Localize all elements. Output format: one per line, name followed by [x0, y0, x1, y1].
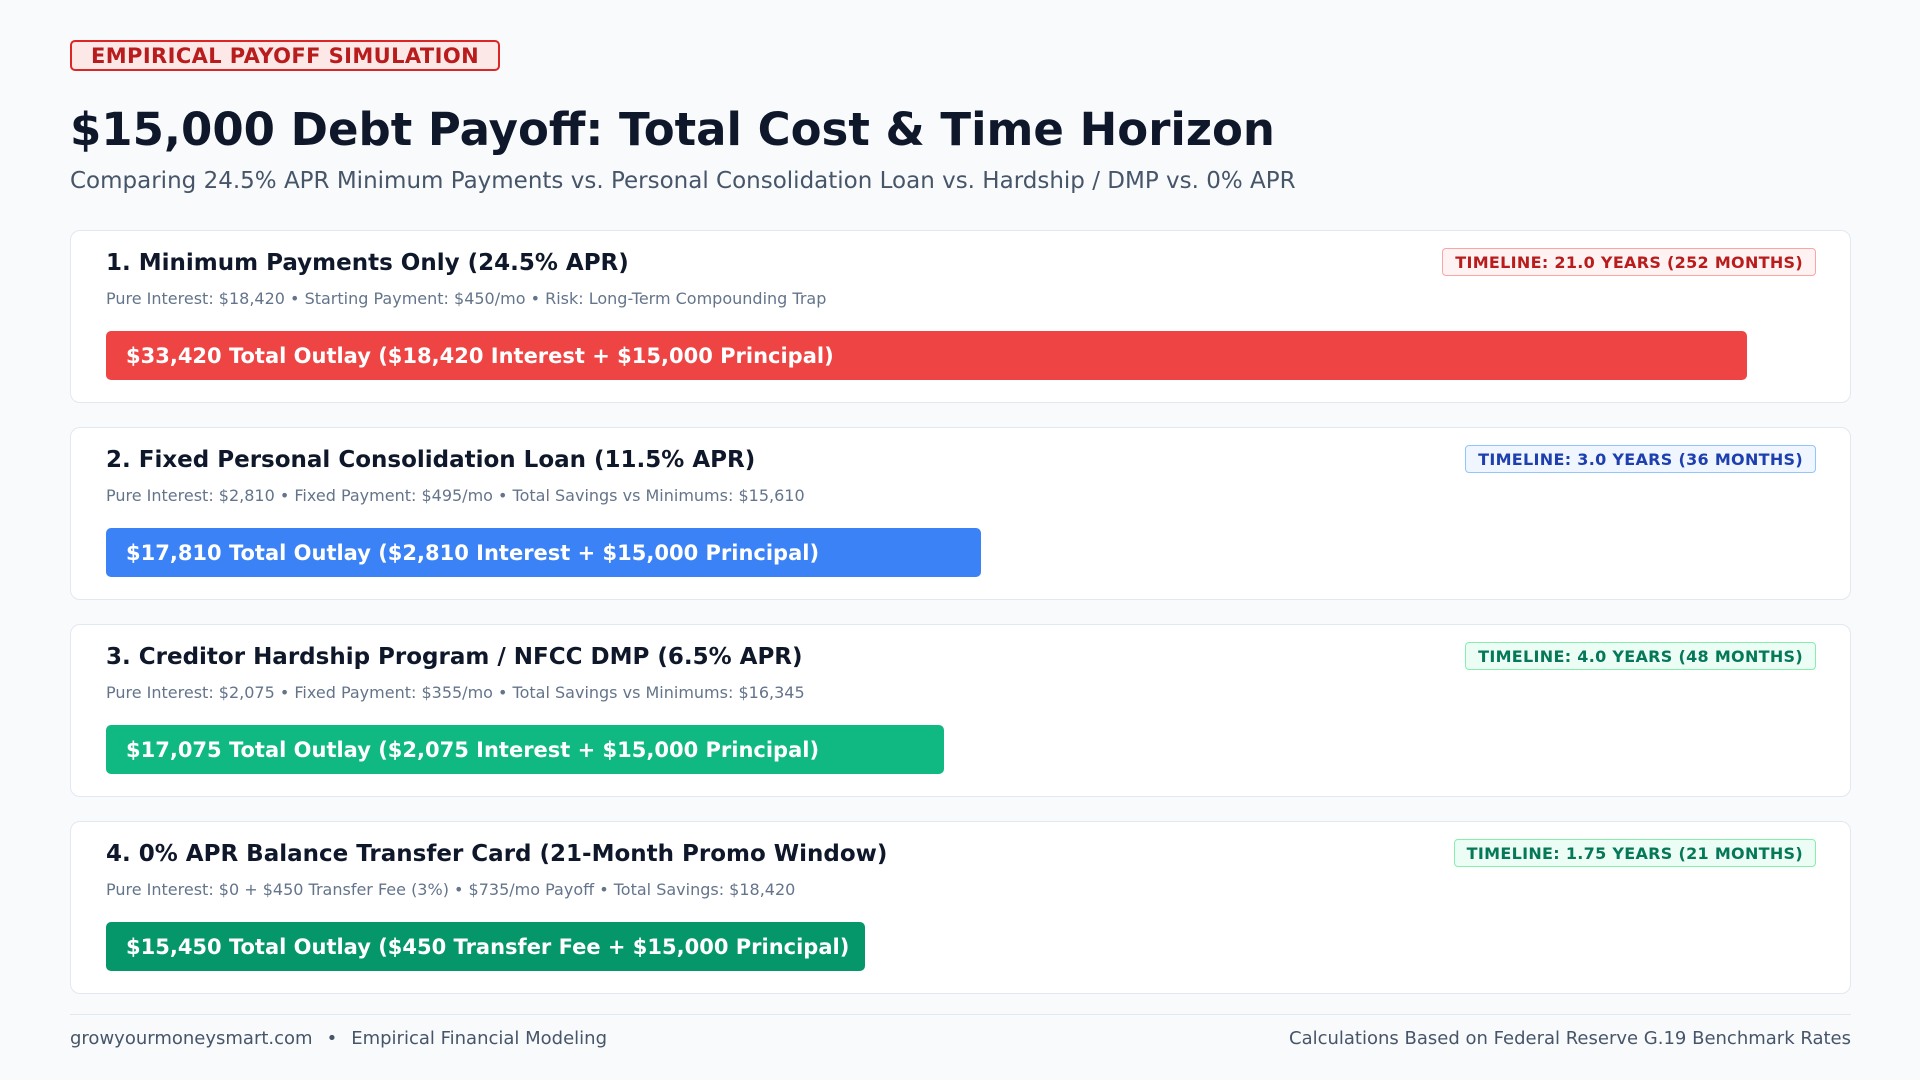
footer-tagline: Empirical Financial Modeling [351, 1028, 608, 1049]
page-subtitle: Comparing 24.5% APR Minimum Payments vs.… [70, 168, 1296, 194]
scenario-details: Pure Interest: $0 + $450 Transfer Fee (3… [106, 880, 796, 899]
footer-site: growyourmoneysmart.com [70, 1028, 313, 1049]
outlay-bar-consolidation: $17,810 Total Outlay ($2,810 Interest + … [106, 528, 981, 577]
outlay-bar-hardship: $17,075 Total Outlay ($2,075 Interest + … [106, 725, 944, 774]
page-title: $15,000 Debt Payoff: Total Cost & Time H… [70, 103, 1275, 156]
scenario-details: Pure Interest: $18,420 • Starting Paymen… [106, 289, 827, 308]
scenario-card-transfer: 4. 0% APR Balance Transfer Card (21-Mont… [70, 821, 1851, 994]
outlay-bar-minimum: $33,420 Total Outlay ($18,420 Interest +… [106, 331, 1747, 380]
timeline-badge: TIMELINE: 3.0 YEARS (36 MONTHS) [1465, 445, 1816, 473]
outlay-bar-transfer: $15,450 Total Outlay ($450 Transfer Fee … [106, 922, 865, 971]
eyebrow-badge: EMPIRICAL PAYOFF SIMULATION [70, 40, 501, 71]
footer-brand: growyourmoneysmart.com • Empirical Financi… [70, 1027, 607, 1051]
footer-divider [70, 1014, 1851, 1015]
scenario-title: 4. 0% APR Balance Transfer Card (21-Mont… [106, 841, 888, 867]
scenario-details: Pure Interest: $2,075 • Fixed Payment: $… [106, 683, 805, 702]
timeline-badge: TIMELINE: 4.0 YEARS (48 MONTHS) [1465, 642, 1816, 670]
scenario-card-minimum: 1. Minimum Payments Only (24.5% APR) TIM… [70, 230, 1851, 403]
scenario-title: 2. Fixed Personal Consolidation Loan (11… [106, 447, 756, 473]
page: EMPIRICAL PAYOFF SIMULATION $15,000 Debt… [70, 0, 1851, 1080]
footer-source: Calculations Based on Federal Reserve G.… [1289, 1028, 1851, 1049]
timeline-badge: TIMELINE: 21.0 YEARS (252 MONTHS) [1442, 248, 1816, 276]
footer-separator: • [326, 1028, 338, 1049]
scenario-title: 1. Minimum Payments Only (24.5% APR) [106, 250, 629, 276]
timeline-badge: TIMELINE: 1.75 YEARS (21 MONTHS) [1453, 839, 1816, 867]
scenario-card-consolidation: 2. Fixed Personal Consolidation Loan (11… [70, 427, 1851, 600]
scenario-details: Pure Interest: $2,810 • Fixed Payment: $… [106, 486, 805, 505]
scenario-card-hardship: 3. Creditor Hardship Program / NFCC DMP … [70, 624, 1851, 797]
scenario-title: 3. Creditor Hardship Program / NFCC DMP … [106, 644, 803, 670]
